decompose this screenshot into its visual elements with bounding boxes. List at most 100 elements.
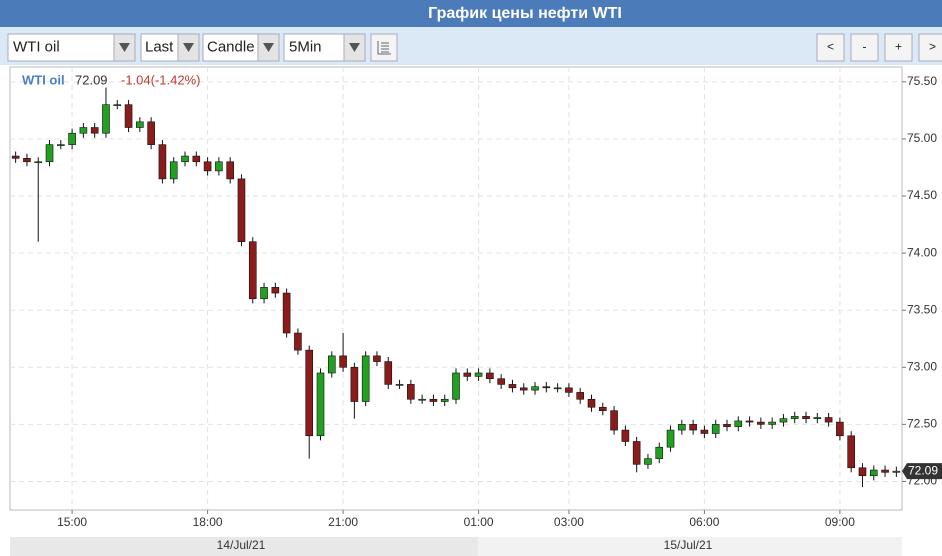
candle-body xyxy=(384,361,393,385)
plot-area xyxy=(9,66,903,511)
candle-body xyxy=(745,420,754,423)
style-select[interactable]: Candle xyxy=(202,33,280,62)
y-tick-label: 75.50 xyxy=(907,74,937,88)
candle-body xyxy=(779,418,788,423)
candle-body xyxy=(553,387,562,390)
style-text: Candle xyxy=(207,38,255,55)
candle-body xyxy=(192,155,201,163)
candle-body xyxy=(45,144,54,163)
candle-body xyxy=(678,424,686,431)
candle-body xyxy=(124,104,133,128)
candle-body xyxy=(113,104,122,106)
page-title: График цены нефти WTI xyxy=(428,5,622,22)
candle-body xyxy=(339,355,347,368)
candle-body xyxy=(632,441,641,465)
candle-body xyxy=(181,155,189,163)
candle-body xyxy=(237,178,246,242)
y-tick-label: 74.50 xyxy=(907,188,937,202)
candles xyxy=(11,87,901,488)
candle-body xyxy=(373,355,381,362)
x-tick-label: 03:00 xyxy=(554,515,584,529)
candle-body xyxy=(531,386,539,391)
candle-body xyxy=(802,416,810,419)
button[interactable] xyxy=(918,33,942,62)
settings-button[interactable] xyxy=(370,33,398,62)
candle-body xyxy=(452,372,460,400)
candle-body xyxy=(79,127,88,134)
candle-body xyxy=(57,144,65,146)
candle-body xyxy=(723,424,731,427)
candle-body xyxy=(294,332,302,351)
symbol-text: WTI oil xyxy=(13,38,60,55)
nav-buttons: < - + > xyxy=(816,33,942,62)
info-change: -1.04(-1.42%) xyxy=(121,72,200,87)
info-line: WTI oil 72.09 -1.04(-1.42%) xyxy=(22,72,200,87)
candle-body xyxy=(610,410,618,431)
candle-body xyxy=(282,292,291,334)
candle-body xyxy=(395,384,404,386)
candle-body xyxy=(644,458,652,465)
candle-body xyxy=(858,467,867,477)
x-tick-label: 09:00 xyxy=(825,515,855,529)
date-band xyxy=(10,537,478,556)
candle-body xyxy=(621,429,630,442)
candle-body xyxy=(418,398,426,401)
y-tick-label: 74.00 xyxy=(907,245,937,259)
candle-body xyxy=(271,287,280,294)
candle-body xyxy=(407,384,415,400)
candle-body xyxy=(655,446,664,459)
button[interactable] xyxy=(850,33,879,62)
candle-body xyxy=(260,287,268,300)
candle-body xyxy=(768,421,776,425)
candle-body xyxy=(824,417,833,423)
info-name: WTI oil xyxy=(22,72,65,87)
field-text: Last xyxy=(145,38,174,55)
candle-body xyxy=(350,366,359,402)
button[interactable] xyxy=(884,33,913,62)
button-label: > xyxy=(929,40,936,54)
candle-body xyxy=(361,355,370,402)
candle-body xyxy=(102,104,110,134)
candle-body xyxy=(519,387,528,391)
interval-select[interactable]: 5Min xyxy=(283,33,366,62)
candle-body xyxy=(836,421,844,437)
candle-body xyxy=(90,127,99,134)
candle-body xyxy=(203,161,212,172)
candle-body xyxy=(587,398,596,408)
candle-body xyxy=(248,241,257,300)
candle-body xyxy=(711,424,720,434)
candle-body xyxy=(463,372,472,377)
candle-body xyxy=(666,429,675,448)
info-last: 72.09 xyxy=(75,72,108,87)
candle-body xyxy=(892,470,901,473)
button-label: < xyxy=(827,40,834,54)
field-select[interactable]: Last xyxy=(140,33,200,62)
date-label: 15/Jul/21 xyxy=(664,538,713,552)
candle-body xyxy=(158,144,167,180)
x-tick-label: 06:00 xyxy=(689,515,719,529)
title-bar xyxy=(0,0,942,27)
button[interactable] xyxy=(816,33,845,62)
x-tick-label: 01:00 xyxy=(464,515,494,529)
candle-body xyxy=(226,161,234,180)
x-tick-label: 18:00 xyxy=(193,515,223,529)
symbol-select[interactable]: WTI oil xyxy=(7,33,136,62)
candle-body xyxy=(316,372,325,437)
candle-body xyxy=(136,121,144,128)
candle-body xyxy=(429,398,438,402)
candle-body xyxy=(813,417,822,419)
candle-body xyxy=(734,420,743,427)
candle-body xyxy=(565,387,573,393)
candle-body xyxy=(497,378,505,385)
y-tick-label: 72.50 xyxy=(907,417,937,431)
candle-body xyxy=(11,155,20,159)
candle-body xyxy=(790,416,799,419)
last-price-label: 72.09 xyxy=(908,463,938,477)
candle-body xyxy=(486,372,494,379)
last-price-tag xyxy=(902,463,942,480)
candle-body xyxy=(689,424,697,431)
candle-body xyxy=(598,406,607,411)
button-label: - xyxy=(863,40,867,54)
